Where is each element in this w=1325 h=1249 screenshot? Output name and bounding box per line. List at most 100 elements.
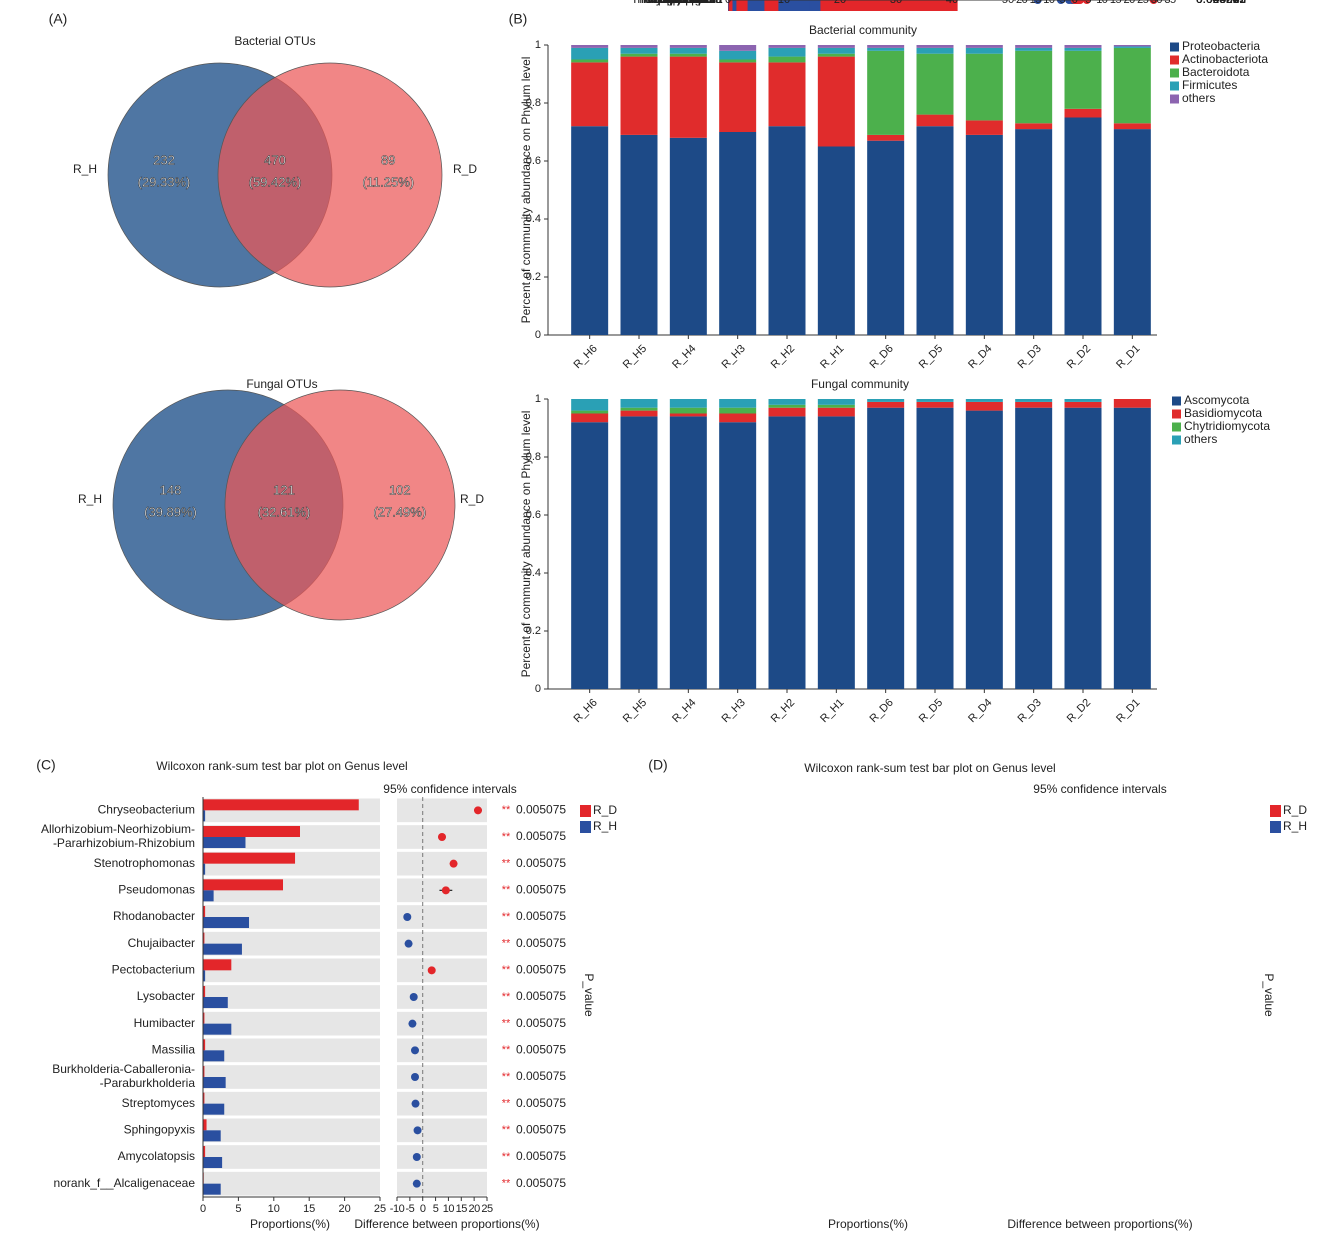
venn-percent: (11.25%) — [362, 174, 414, 189]
venn-set-label: R_D — [453, 162, 477, 176]
bar-segment — [719, 422, 757, 689]
significance: * — [1184, 0, 1189, 6]
venn-set — [217, 62, 443, 288]
venn-count: 121 — [273, 482, 295, 497]
significance: ** — [502, 1071, 511, 1083]
venn-title: Fungal OTUs — [246, 377, 317, 391]
bar-segment — [1113, 129, 1151, 335]
chart-title: Wilcoxon rank-sum test bar plot on Genus… — [804, 761, 1055, 775]
venn-set-label: R_H — [78, 492, 102, 506]
p-value: 0.005075 — [516, 829, 566, 843]
x-tick-label: R_H4 — [670, 343, 698, 371]
x-tick-label: 30 — [890, 0, 902, 6]
bar-segment — [965, 134, 1003, 335]
bar-segment — [1015, 399, 1053, 402]
y-tick-label: 0.8 — [526, 97, 541, 109]
diff-point — [403, 913, 412, 921]
row-bg — [203, 1038, 380, 1063]
venn-percent: (29.33%) — [138, 174, 191, 189]
legend-swatch — [1170, 68, 1179, 78]
legend-label: R_H — [1283, 819, 1307, 833]
p-value: 0.005075 — [516, 856, 566, 870]
bar-segment — [669, 53, 707, 57]
bar-segment — [669, 407, 707, 414]
bar — [203, 943, 242, 955]
legend-label: others — [1182, 91, 1215, 105]
y-axis-label: Percent of community abundance on Phylum… — [519, 411, 533, 678]
bar-segment — [1015, 407, 1053, 689]
bar-segment — [719, 62, 757, 132]
diff-point — [427, 966, 436, 975]
bar-segment — [817, 56, 855, 147]
bar-segment — [1064, 108, 1102, 118]
row-bg — [203, 1118, 380, 1143]
category-label: Aspergillus — [663, 0, 722, 6]
category-label: Massilia — [152, 1043, 196, 1057]
p-value-label: P_value — [582, 973, 596, 1017]
bar-segment — [1015, 45, 1053, 48]
panel-label: (B) — [509, 11, 528, 27]
legend-label: Firmicutes — [1182, 78, 1237, 92]
row-bg — [397, 1038, 487, 1063]
bar-segment — [1064, 117, 1102, 335]
x-tick-label: R_D6 — [867, 697, 895, 725]
bar — [203, 1183, 221, 1195]
bar-segment — [768, 62, 806, 127]
y-tick-label: 0.2 — [526, 271, 541, 283]
y-axis-label: Percent of community abundance on Phylum… — [519, 57, 533, 324]
significance: ** — [1182, 0, 1191, 6]
bar-segment — [817, 399, 855, 405]
row-bg — [203, 1011, 380, 1036]
x-tick-label: R_D6 — [867, 343, 895, 371]
significance: ** — [502, 1151, 511, 1163]
bar-segment — [768, 404, 806, 408]
p-value: 0.005075 — [516, 1176, 566, 1190]
bar-segment — [1064, 47, 1102, 51]
bar — [203, 826, 300, 837]
bar-segment — [867, 399, 905, 402]
bar-segment — [965, 45, 1003, 48]
x-tick-label: 30 — [1151, 0, 1163, 6]
bar-segment — [1064, 399, 1102, 402]
row-bg — [397, 1118, 487, 1143]
row-bg — [203, 931, 380, 956]
x-tick-label: R_D5 — [917, 343, 945, 371]
bar-segment — [620, 53, 658, 57]
y-tick-label: 0.6 — [526, 509, 541, 521]
bar-segment — [768, 47, 806, 57]
diff-point — [1149, 0, 1158, 4]
x-tick-label: 25 — [374, 1203, 386, 1215]
diff-point — [1082, 0, 1091, 4]
bar-segment — [669, 47, 707, 54]
x-tick-label: -5 — [1057, 0, 1066, 6]
bar-segment — [669, 45, 707, 48]
x-tick-label: -10 — [390, 1203, 405, 1215]
category-label: Cercophora — [659, 0, 722, 6]
x-tick-label: -5 — [405, 1203, 414, 1215]
x-tick-label: 10 — [778, 0, 790, 6]
category-label: Sphingopyxis — [124, 1123, 195, 1137]
bar-segment — [669, 56, 707, 138]
venn-set — [224, 389, 456, 621]
p-value: 0.005075 — [516, 803, 566, 817]
p-value: 0.005075 — [516, 1016, 566, 1030]
category-label: Amycolatopsis — [118, 1149, 195, 1163]
x-tick-label: R_H5 — [621, 697, 649, 725]
row-bg — [203, 958, 380, 983]
row-bg — [397, 1091, 487, 1116]
venn-percent: (39.89%) — [144, 504, 197, 519]
y-tick-label: 1 — [535, 393, 541, 405]
bar — [203, 906, 206, 917]
bar-segment — [620, 410, 658, 417]
bar-segment — [965, 401, 1003, 411]
p-value: 0.005075 — [516, 883, 566, 897]
bar-segment — [571, 422, 609, 689]
p-value: 0.008239 — [1196, 0, 1246, 6]
bar-segment — [1015, 123, 1053, 130]
bar-segment — [1113, 123, 1151, 130]
diff-title: 95% confidence intervals — [383, 782, 516, 796]
x-tick-label: R_D5 — [917, 697, 945, 725]
category-label: Lysobacter — [137, 989, 195, 1003]
bar-segment — [1015, 47, 1053, 51]
bar-segment — [669, 137, 707, 335]
